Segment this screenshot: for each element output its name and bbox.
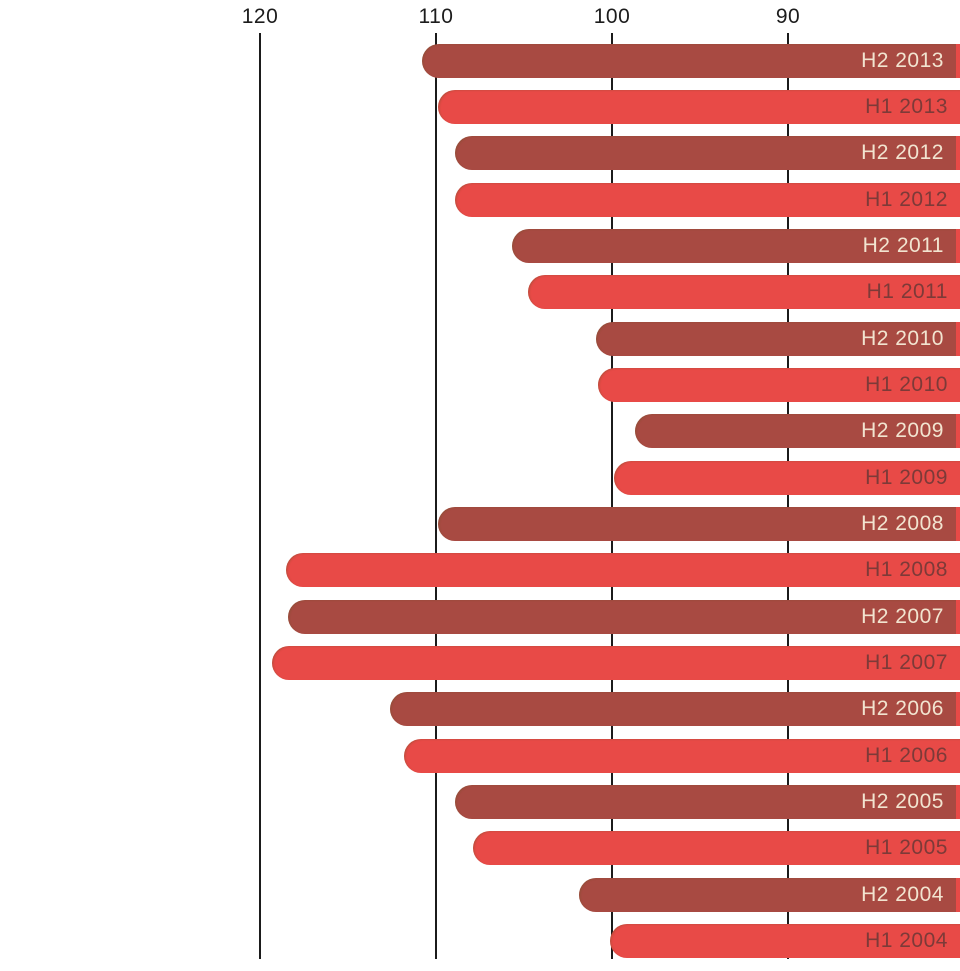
bar-row: H2 2009 bbox=[634, 414, 960, 449]
bar-label: H1 2006 bbox=[865, 743, 948, 767]
bar-label: H1 2008 bbox=[865, 558, 948, 582]
bar-row: H2 2008 bbox=[437, 507, 960, 541]
gridline-100 bbox=[611, 33, 613, 959]
bar-label: H1 2007 bbox=[865, 651, 948, 675]
bar-label: H1 2010 bbox=[865, 372, 948, 396]
bar-row: H1 2009 bbox=[613, 460, 960, 495]
bar-row: H2 2010 bbox=[596, 321, 960, 356]
gridline-120 bbox=[259, 33, 261, 959]
bar-row: H2 2005 bbox=[455, 785, 960, 820]
bar-label: H1 2005 bbox=[865, 836, 948, 860]
bar-row: H1 2011 bbox=[527, 275, 960, 310]
bar-label: H1 2012 bbox=[865, 187, 948, 211]
axis-tick-label-100: 100 bbox=[593, 5, 631, 28]
bar-row: H2 2013 bbox=[421, 43, 960, 78]
bar-label: H2 2006 bbox=[861, 697, 944, 721]
bar-row: H1 2008 bbox=[286, 553, 960, 588]
bar-row: H1 2006 bbox=[404, 738, 960, 773]
bar-row: H2 2012 bbox=[455, 136, 960, 171]
bar-label: H2 2013 bbox=[861, 48, 944, 72]
bar-row: H1 2012 bbox=[455, 182, 960, 217]
bar-row: H2 2011 bbox=[511, 228, 960, 263]
bar-row: H1 2005 bbox=[472, 831, 960, 866]
bar-label: H2 2009 bbox=[861, 419, 944, 443]
axis-tick-label-110: 110 bbox=[418, 5, 454, 28]
gridline-110 bbox=[435, 33, 437, 959]
bar-label: H1 2013 bbox=[865, 94, 948, 118]
bar-label: H1 2004 bbox=[865, 929, 948, 953]
bar-row: H2 2007 bbox=[288, 599, 960, 634]
bar-label: H2 2008 bbox=[861, 512, 944, 535]
gridline-90 bbox=[787, 33, 789, 959]
bar-row: H2 2006 bbox=[390, 692, 960, 727]
bar-label: H2 2005 bbox=[861, 790, 944, 814]
bar-row: H1 2010 bbox=[597, 367, 960, 402]
axis-tick-label-120: 120 bbox=[241, 5, 279, 28]
bar-row: H1 2007 bbox=[272, 646, 960, 681]
bar-label: H2 2004 bbox=[861, 882, 944, 906]
bar-label: H1 2009 bbox=[865, 465, 948, 489]
bar-label: H2 2012 bbox=[861, 141, 944, 165]
bar-label: H1 2011 bbox=[866, 280, 948, 304]
bar-row: H1 2004 bbox=[610, 924, 960, 959]
bar-label: H2 2007 bbox=[861, 604, 944, 628]
axis-tick-label-90: 90 bbox=[775, 5, 801, 28]
bar-label: H2 2010 bbox=[861, 326, 944, 350]
bar-label: H2 2011 bbox=[862, 233, 944, 257]
bar-row: H1 2013 bbox=[437, 89, 960, 124]
bar-row: H2 2004 bbox=[578, 877, 960, 912]
